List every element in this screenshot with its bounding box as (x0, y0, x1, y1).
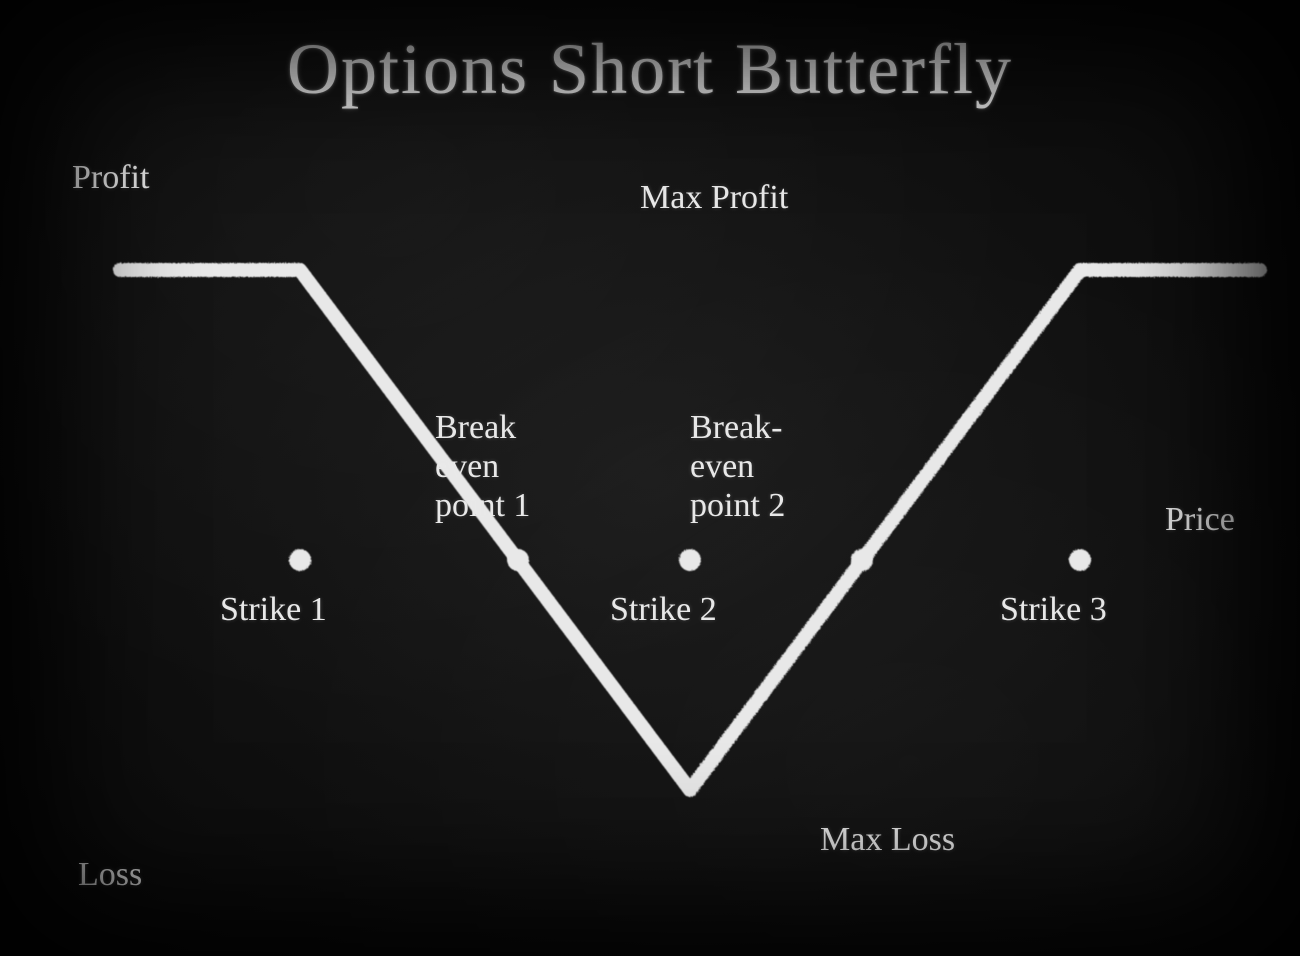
payoff-curve (120, 270, 1260, 790)
strike1-label: Strike 1 (220, 590, 327, 629)
loss-label: Loss (78, 855, 142, 894)
price-label: Price (1165, 500, 1235, 539)
max-profit-label: Max Profit (640, 178, 788, 217)
strike3-label: Strike 3 (1000, 590, 1107, 629)
bep2-label: Break- even point 2 (690, 408, 785, 525)
bep1-label: Break even point 1 (435, 408, 530, 525)
strike-1-dot (289, 549, 311, 571)
payoff-diagram (0, 0, 1300, 956)
max-loss-label: Max Loss (820, 820, 955, 859)
strike-3-dot (1069, 549, 1091, 571)
profit-label: Profit (72, 158, 149, 197)
bep-1-dot (507, 549, 529, 571)
bep-2-dot (851, 549, 873, 571)
strike-2-dot (679, 549, 701, 571)
strike2-label: Strike 2 (610, 590, 717, 629)
